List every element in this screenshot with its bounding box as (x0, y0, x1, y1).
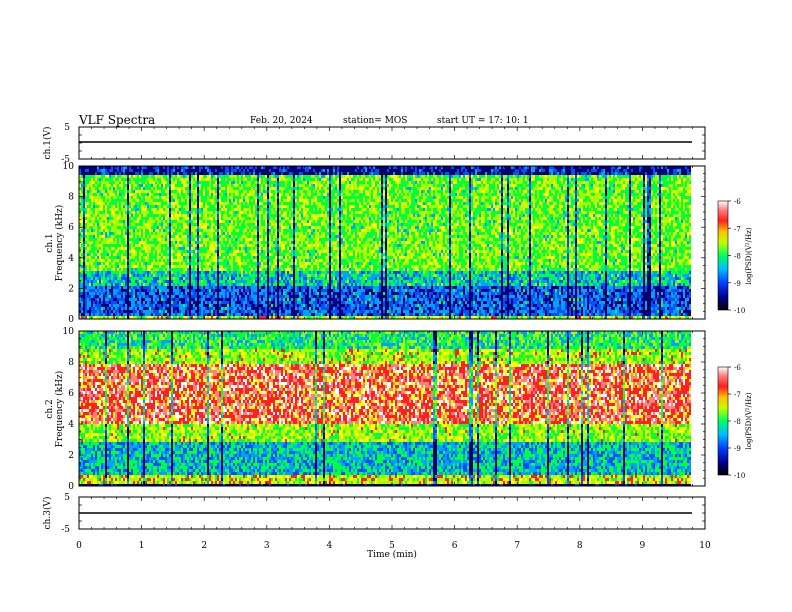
ch2-spectrogram-image (79, 331, 691, 486)
ch2-spectrogram-ylabel: Frequency (kHz) (54, 371, 65, 448)
colorbar-tick-label: -10 (734, 472, 745, 480)
colorbar-tick-label: -6 (734, 198, 741, 206)
x-axis-label: Time (min) (367, 549, 417, 560)
x-tick-label: 0 (76, 541, 82, 551)
x-axis-ticks (78, 126, 706, 530)
ch1-ytick-bottom: -5 (61, 155, 70, 165)
colorbar-tick-label: -8 (734, 418, 741, 426)
ch1-spectrogram-yticks: 0 2 4 6 8 10 (63, 162, 705, 325)
x-tick-label: 6 (452, 541, 458, 551)
ch1-voltage-frame (78, 126, 706, 160)
figure-title: VLF Spectra (79, 113, 155, 127)
y-tick-label: 6 (68, 389, 74, 399)
ch3-ytick-top: 5 (64, 493, 70, 503)
ch1-colorbar-scale (717, 200, 729, 311)
ch2-colorbar-scale (717, 366, 729, 476)
ch3-voltage-ylabel: ch.3(V) (42, 497, 53, 530)
ch1-spectrogram-ylabel-channel: ch.1 (45, 233, 55, 252)
ch2-colorbar-ticks: -6 -7 -8 -9 -10 (728, 364, 745, 480)
colorbar-tick-label: -9 (734, 445, 741, 453)
x-tick-label: 10 (699, 541, 711, 551)
y-tick-label: 8 (68, 358, 74, 368)
x-tick-label: 9 (640, 541, 646, 551)
y-tick-label: 0 (68, 315, 74, 325)
y-tick-label: 0 (68, 482, 74, 492)
ch1-colorbar-label: log(PSD)(V²/Hz) (745, 227, 753, 284)
date-label: Feb. 20, 2024 (250, 116, 313, 126)
x-tick-label: 5 (389, 541, 395, 551)
x-tick-label: 3 (264, 541, 270, 551)
colorbar-tick-label: -8 (734, 253, 741, 261)
y-tick-label: 2 (68, 451, 74, 461)
y-tick-label: 2 (68, 284, 74, 294)
x-tick-label: 2 (201, 541, 207, 551)
y-tick-label: 6 (68, 223, 74, 233)
ch2-spectrogram-ylabel-channel: ch.2 (45, 399, 55, 418)
ch1-spectrogram-panel: 0 2 4 6 8 10 ch.1 Frequency (kHz) (45, 162, 706, 325)
x-tick-label: 4 (327, 541, 333, 551)
ch2-spectrogram-panel: 0 2 4 6 8 10 ch.2 Frequency (kHz) (45, 327, 706, 492)
colorbar-tick-label: -10 (734, 307, 745, 315)
ch1-colorbar: -6 -7 -8 -9 -10 log(PSD)(V²/Hz) (717, 198, 753, 315)
ch1-voltage-ylabel: ch.1(V) (42, 127, 53, 160)
x-tick-label: 1 (139, 541, 145, 551)
colorbar-tick-label: -7 (734, 225, 741, 233)
colorbar-tick-label: -7 (734, 391, 741, 399)
ch2-colorbar-label: log(PSD)(V²/Hz) (745, 392, 753, 449)
y-tick-label: 4 (68, 254, 74, 264)
start-time-label: start UT = 17: 10: 1 (437, 116, 529, 126)
colorbar-tick-label: -6 (734, 364, 741, 372)
y-tick-label: 8 (68, 193, 74, 203)
ch1-spectrogram-image (79, 166, 691, 319)
y-tick-label: 4 (68, 420, 74, 430)
ch2-spectrogram-yticks: 0 2 4 6 8 10 (63, 327, 705, 492)
colorbar-tick-label: -9 (734, 280, 741, 288)
ch1-spectrogram-ylabel: Frequency (kHz) (54, 205, 65, 282)
y-tick-label: 10 (63, 162, 75, 172)
ch2-colorbar: -6 -7 -8 -9 -10 log(PSD)(V²/Hz) (717, 364, 753, 480)
x-tick-label: 7 (514, 541, 520, 551)
ch1-colorbar-ticks: -6 -7 -8 -9 -10 (728, 198, 745, 315)
station-label: station= MOS (343, 116, 407, 126)
ch1-ytick-top: 5 (64, 123, 70, 133)
y-tick-label: 10 (63, 327, 75, 337)
x-axis-tick-labels: 0 1 2 3 4 5 6 7 8 9 10 (76, 541, 711, 551)
ch3-ytick-bottom: -5 (61, 525, 70, 535)
x-tick-label: 8 (577, 541, 583, 551)
